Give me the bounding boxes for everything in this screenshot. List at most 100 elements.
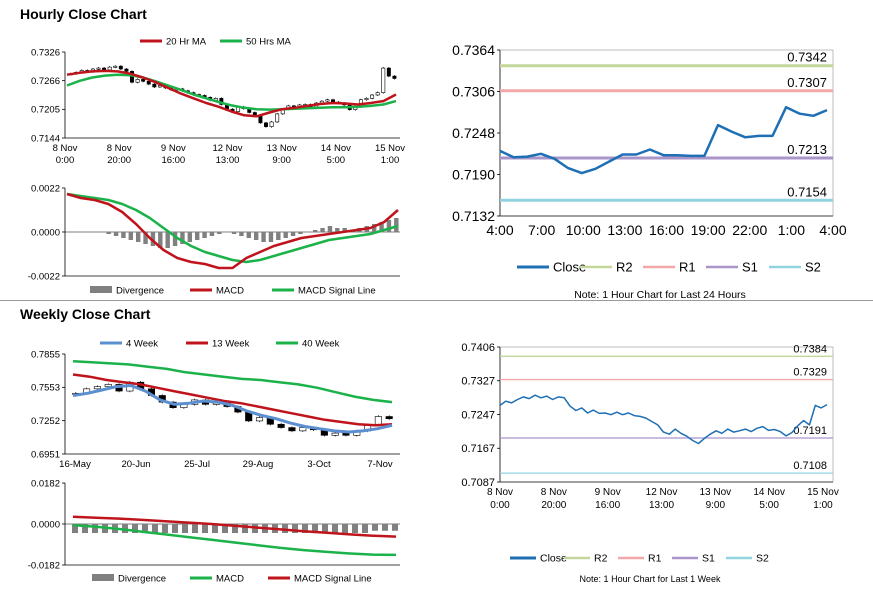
divergence-bar [283,232,288,238]
close-line [499,394,828,445]
divergence-bar [305,232,311,233]
weekly-note: Note: 1 Hour Chart for Last 1 Week [579,574,721,584]
legend-swatch [90,286,112,293]
divergence-bar [239,232,244,236]
divergence-bar [106,232,111,234]
ma50-line [66,73,397,111]
p-weekly-levels-x-tick-label: 16:00 [595,500,620,511]
weekly-price-x-tick-label: 16-May [59,459,91,470]
divergence-bar [187,232,193,242]
p-hourly-levels-x-tick-label: 10:00 [566,222,601,238]
hourly-price-x-tick-label: 9 Nov [161,143,186,154]
divergence-bar [392,524,398,531]
hourly-macd-y-tick-label: -0.0022 [28,271,60,282]
divergence-bar [142,524,148,534]
hourly-price-x-tick-label: 13:00 [216,155,240,166]
hourly-price-candle [381,67,386,93]
legend-label: S1 [742,260,758,275]
p-weekly-levels-x-tick-label: 14 Nov [753,487,785,498]
divergence-bar [261,232,266,242]
hourly-price-y-tick-label: 0.7144 [31,133,60,144]
level-r1-label: 0.7307 [787,75,827,90]
p-weekly-levels-x-tick-label: 8 Nov [541,487,567,498]
divergence-bar [246,232,252,238]
p-hourly-levels-x-tick-label: 22:00 [732,222,767,238]
p-weekly-levels-x-tick-label: 0:00 [490,500,510,511]
legend-label: 20 Hr MA [166,36,207,47]
weekly-price-x-tick-label: 20-Jun [121,459,150,470]
p-weekly-levels-x-tick-label: 5:00 [759,500,779,511]
wk4-line [72,384,393,434]
level-s2-label: 0.7108 [793,460,827,472]
p-weekly-levels-y-tick-label: 0.7087 [461,477,495,489]
weekly-price-y-tick-label: 0.7855 [31,349,60,360]
divergence-bar [342,228,347,232]
legend-label: Divergence [118,573,166,584]
hourly-macd-chart: 0.0022 0.0000 -0.0022 Divergence MACD MACD Si… [28,183,400,296]
wk13-line [72,373,393,427]
legend-label: MACD [216,285,244,296]
hourly-price-x-tick-label: 8 Nov [107,143,132,154]
divergence-bar [394,218,399,232]
p-hourly-levels-x-tick-label: 1:00 [778,222,805,238]
hourly-price-candle [370,94,375,99]
p-hourly-levels-x-tick-label: 7:00 [528,222,555,238]
legend-label: Divergence [116,285,164,296]
divergence-bar [242,524,248,534]
legend-label: 13 Week [212,338,250,349]
macd-line [72,523,397,557]
hourly-price-candle [392,75,397,79]
divergence-bar [128,232,134,240]
hourly-note: Note: 1 Hour Chart for Last 24 Hours [574,289,746,301]
p-weekly-levels-x-tick-label: 15 Nov [807,487,839,498]
divergence-bar [386,220,392,232]
legend-label: MACD Signal Line [298,285,376,296]
divergence-bar [132,524,138,534]
hourly-price-candle [325,99,330,102]
weekly-macd-y-tick-label: -0.0182 [28,560,60,571]
legend-label: R1 [679,260,696,275]
divergence-bar [352,524,358,534]
hourly-price-candle [275,113,280,123]
divergence-bar [135,232,141,242]
divergence-bar [202,524,208,534]
hourly-price-candle [141,79,146,82]
weekly-price-candle [104,384,112,387]
hourly-price-x-tick-label: 0:00 [56,155,75,166]
hourly-price-candle [118,65,123,70]
section-divider [0,300,873,301]
divergence-bar [212,524,218,534]
divergence-bar [231,232,237,234]
divergence-bar [209,232,215,236]
divergence-bar [165,232,170,248]
weekly-price-candle [255,417,264,422]
hourly-price-candle [146,80,151,85]
divergence-bar [292,524,298,534]
legend-label: MACD Signal Line [294,573,372,584]
divergence-bar [152,524,158,534]
legend-label: S2 [756,553,769,565]
legend-label: 4 Week [126,338,158,349]
level-r1-label: 0.7329 [793,367,827,379]
weekly-price-y-tick-label: 0.7553 [31,383,60,394]
p-weekly-levels-y-tick-label: 0.7167 [461,443,495,455]
p-weekly-levels-x-tick-label: 20:00 [541,500,566,511]
legend-label: Close [540,553,567,565]
hourly-macd-y-tick-label: 0.0022 [31,183,60,194]
hourly-price-candle [364,98,369,101]
divergence-bar [268,232,274,242]
weekly-price-x-tick-label: 3-Oct [307,459,331,470]
weekly-macd-y-tick-label: 0.0000 [31,519,60,530]
legend-label: MACD [216,573,244,584]
hourly-macd-y-tick-label: 0.0000 [31,227,60,238]
weekly-price-candle [299,427,307,432]
divergence-bar [202,232,207,238]
p-weekly-levels-x-tick-label: 13:00 [649,500,674,511]
hourly-levels-chart: 0.7364 0.7306 0.7248 0.7190 0.7132 0.7342 0.73… [452,42,847,275]
divergence-bar [217,232,222,234]
weekly-price-candle [331,432,339,436]
p-weekly-levels-y-tick-label: 0.7247 [461,409,495,421]
hourly-price-x-tick-label: 5:00 [327,155,346,166]
divergence-bar [194,232,200,240]
